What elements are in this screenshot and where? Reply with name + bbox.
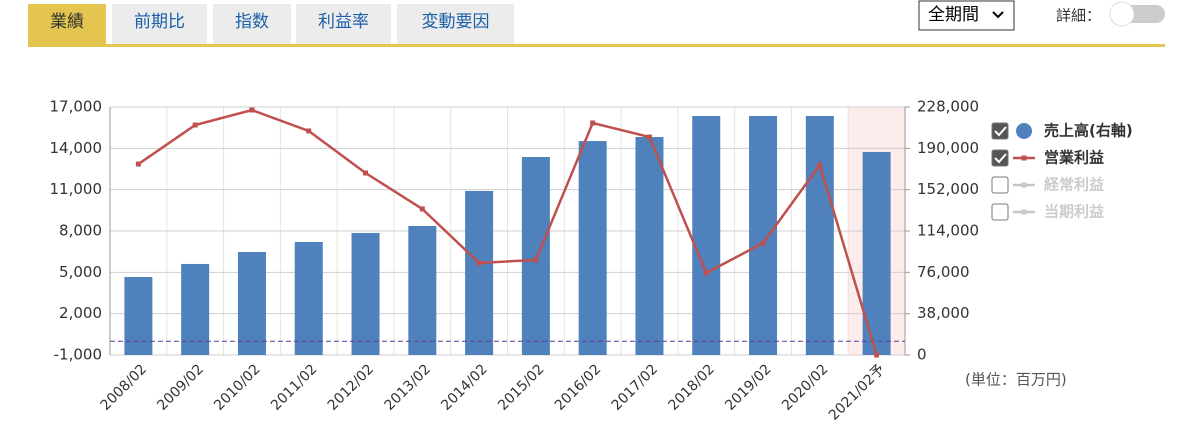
dropdown-arrow	[992, 11, 1004, 19]
bar	[805, 116, 834, 355]
line-marker	[590, 120, 596, 126]
detail-label: 詳細：	[1056, 7, 1101, 25]
x-tick-label: 2008/02	[98, 361, 150, 413]
tab-label: 前期比	[134, 12, 185, 32]
tab-label: 利益率	[318, 12, 369, 32]
bar	[351, 232, 380, 355]
tab[interactable]	[112, 4, 207, 44]
bar	[521, 157, 550, 355]
bar	[124, 277, 153, 355]
line	[137, 108, 878, 356]
y2-tick-label: 38,000	[917, 304, 970, 322]
line-marker	[192, 122, 198, 128]
x-tick-label: 2016/02	[552, 361, 604, 413]
x-tick-label: 2013/02	[382, 361, 434, 413]
legend-swatch-marker	[1021, 209, 1027, 215]
bar	[181, 263, 210, 355]
bar	[749, 116, 778, 355]
bar	[294, 241, 323, 355]
x-tick-label: 2021/02予	[826, 361, 888, 423]
legend-label: 売上高(右軸)	[1044, 122, 1133, 140]
y2-tick-label: 228,000	[917, 98, 979, 116]
line-marker	[646, 134, 652, 140]
legend-swatch-marker	[1021, 182, 1027, 188]
unit-note: (単位：百万円)	[965, 371, 1067, 389]
tab[interactable]	[28, 4, 106, 44]
x-tick-label: 2014/02	[438, 361, 490, 413]
line-marker	[306, 128, 312, 134]
tab[interactable]	[296, 4, 391, 44]
legend-checkbox[interactable]	[991, 149, 1009, 167]
legend-checkbox[interactable]	[991, 176, 1009, 194]
bar	[692, 116, 721, 355]
toggle-knob	[1109, 1, 1135, 27]
line-marker	[874, 352, 880, 358]
tab-underline	[28, 44, 1165, 47]
period-select-label: 全期間	[928, 5, 979, 25]
bar	[408, 225, 437, 355]
x-tick-label: 2017/02	[609, 361, 661, 413]
tab-label: 変動要因	[422, 12, 490, 32]
y-tick-label: 8,000	[59, 222, 102, 240]
x-tick-label: 2020/02	[779, 361, 831, 413]
x-tick-label: 2019/02	[722, 361, 774, 413]
y2-tick-label: 152,000	[917, 180, 979, 198]
line-marker	[760, 240, 766, 246]
checkmark	[994, 126, 1007, 137]
tab-label: 指数	[235, 12, 269, 32]
legend-checkbox[interactable]	[991, 122, 1009, 140]
bar	[237, 251, 266, 355]
line-marker	[135, 161, 141, 167]
x-tick-label: 2012/02	[325, 361, 377, 413]
y2-tick-label: 190,000	[917, 139, 979, 157]
x-tick-label: 2011/02	[268, 361, 320, 413]
x-tick-label: 2018/02	[665, 361, 717, 413]
x-tick-label: 2009/02	[154, 361, 206, 413]
line-marker	[476, 260, 482, 266]
y-tick-label: 14,000	[50, 139, 103, 157]
x-tick-label: 2015/02	[495, 361, 547, 413]
line-marker	[249, 107, 255, 113]
legend-label: 営業利益	[1044, 149, 1104, 167]
legend-swatch	[1016, 123, 1032, 139]
y-tick-label: 11,000	[50, 180, 103, 198]
line-marker	[533, 257, 539, 263]
checkmark	[994, 153, 1007, 164]
legend-checkbox[interactable]	[991, 203, 1009, 221]
legend-label: 当期利益	[1044, 203, 1104, 221]
y-tick-label: 5,000	[59, 263, 102, 281]
y-tick-label: 17,000	[50, 98, 103, 116]
y-tick-label: 2,000	[59, 304, 102, 322]
bar	[635, 137, 664, 355]
tab-label: 業績	[50, 12, 84, 32]
line-marker	[419, 206, 425, 212]
legend-label: 経常利益	[1044, 176, 1104, 194]
tab[interactable]	[397, 4, 514, 44]
y2-tick-label: 76,000	[917, 263, 970, 281]
line-marker	[703, 270, 709, 276]
y-tick-label: -1,000	[54, 346, 102, 364]
legend-swatch-marker	[1021, 155, 1027, 161]
x-tick-label: 2010/02	[211, 361, 263, 413]
bar	[465, 190, 494, 355]
line-marker	[363, 170, 369, 176]
y2-tick-label: 114,000	[917, 222, 979, 240]
line-marker	[817, 162, 823, 168]
bar	[578, 141, 607, 355]
tab[interactable]	[213, 4, 291, 44]
y2-tick-label: 0	[917, 346, 927, 364]
